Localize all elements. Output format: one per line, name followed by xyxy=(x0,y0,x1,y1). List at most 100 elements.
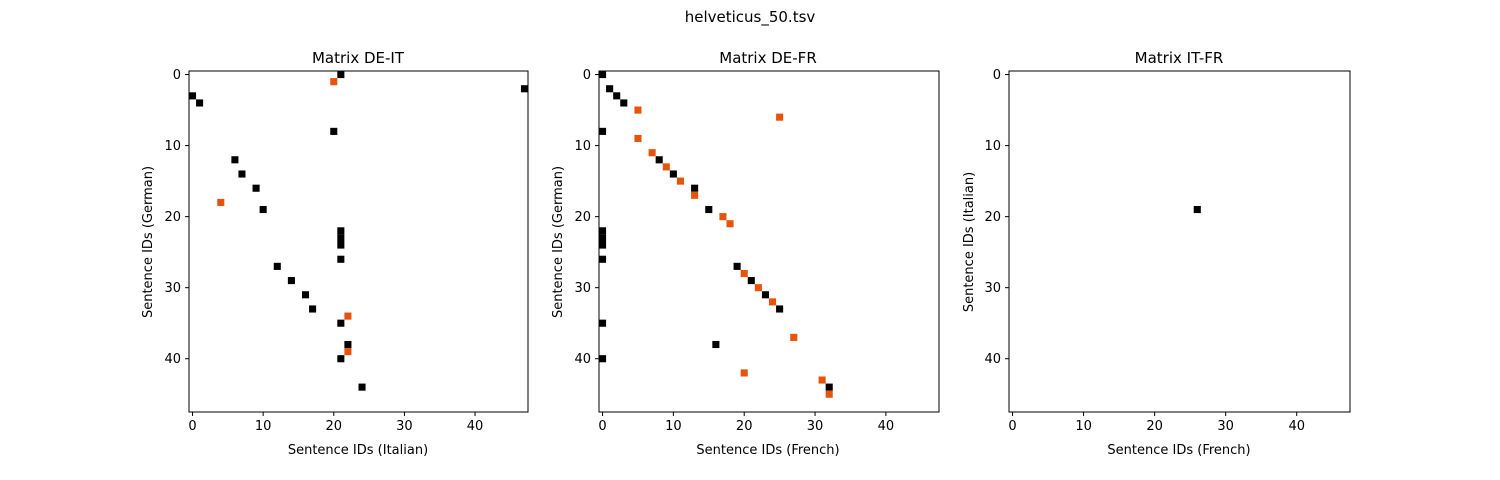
x-tick-label: 20 xyxy=(326,419,343,434)
cell-orange xyxy=(344,348,352,356)
cell-black xyxy=(520,85,528,93)
x-tick-label: 20 xyxy=(736,419,753,434)
cell-orange xyxy=(790,333,798,341)
cell-orange xyxy=(825,390,833,398)
panel-it-fr: Matrix IT-FR Sentence IDs (French) Sente… xyxy=(962,49,1351,458)
cell-black xyxy=(309,305,317,313)
cell-orange xyxy=(634,134,642,143)
cell-black xyxy=(196,99,204,107)
x-tick-label: 30 xyxy=(396,419,413,434)
cells xyxy=(599,71,833,398)
cell-black xyxy=(259,205,267,214)
cell-orange xyxy=(769,298,777,306)
cell-black xyxy=(613,92,621,100)
x-axis-label: Sentence IDs (Italian) xyxy=(288,443,428,458)
cell-black xyxy=(712,340,720,349)
x-tick-label: 0 xyxy=(1008,419,1016,434)
x-tick-label: 10 xyxy=(665,419,682,434)
cell-orange xyxy=(726,220,734,228)
cell-black xyxy=(189,92,197,100)
y-tick-label: 20 xyxy=(984,210,1001,225)
cell-orange xyxy=(648,149,656,157)
cell-black xyxy=(231,156,239,164)
cell-black xyxy=(655,156,663,164)
cell-orange xyxy=(740,369,748,377)
x-tick-label: 0 xyxy=(598,419,606,434)
axes-frame xyxy=(188,70,529,413)
cell-black xyxy=(599,319,607,327)
cell-orange xyxy=(754,284,762,292)
cell-black xyxy=(620,99,628,107)
panel-de-fr: Matrix DE-FR Sentence IDs (French) Sente… xyxy=(551,49,940,458)
cell-black xyxy=(1193,205,1201,214)
cell-black xyxy=(599,234,607,242)
cell-orange xyxy=(344,312,352,320)
cell-black xyxy=(606,85,614,93)
cell-black xyxy=(599,241,607,249)
y-tick-label: 20 xyxy=(574,210,591,225)
y-tick-label: 0 xyxy=(583,68,591,83)
x-axis-label: Sentence IDs (French) xyxy=(1107,443,1250,458)
cell-black xyxy=(344,340,352,349)
y-tick-label: 10 xyxy=(984,139,1001,154)
y-axis-label: Sentence IDs (Italian) xyxy=(962,172,977,312)
y-tick-label: 30 xyxy=(164,281,181,296)
cells xyxy=(1193,205,1201,214)
cell-orange xyxy=(217,198,225,206)
x-tick-label: 40 xyxy=(878,419,895,434)
cell-black xyxy=(747,277,755,285)
cell-black xyxy=(825,383,833,391)
axes-frame xyxy=(598,70,940,413)
cell-black xyxy=(761,291,769,299)
cell-black xyxy=(287,277,295,285)
cell-black xyxy=(599,71,607,79)
cell-black xyxy=(733,262,741,270)
cell-black xyxy=(599,355,607,363)
cell-black xyxy=(302,291,310,299)
y-tick-label: 10 xyxy=(164,139,181,154)
cell-orange xyxy=(676,177,684,185)
panel-title: Matrix DE-IT xyxy=(312,49,405,67)
y-tick-label: 30 xyxy=(574,281,591,296)
cell-black xyxy=(330,127,338,135)
cell-orange xyxy=(818,376,826,384)
y-tick-label: 40 xyxy=(984,352,1001,367)
cell-orange xyxy=(719,213,727,221)
y-axis-label: Sentence IDs (German) xyxy=(141,166,156,318)
cell-black xyxy=(776,305,784,313)
cell-black xyxy=(337,241,345,249)
x-tick-label: 40 xyxy=(1288,419,1305,434)
cell-orange xyxy=(330,78,338,86)
cell-black xyxy=(599,227,607,235)
cell-orange xyxy=(691,191,699,199)
y-tick-label: 10 xyxy=(574,139,591,154)
y-tick-label: 20 xyxy=(164,210,181,225)
x-tick-label: 10 xyxy=(255,419,272,434)
cell-orange xyxy=(740,269,748,278)
x-tick-label: 10 xyxy=(1075,419,1092,434)
y-tick-label: 0 xyxy=(993,68,1001,83)
y-tick-label: 0 xyxy=(173,68,181,83)
y-tick-label: 40 xyxy=(574,352,591,367)
cell-black xyxy=(599,255,607,263)
cell-black xyxy=(337,319,345,327)
axes-frame xyxy=(1008,70,1351,413)
x-tick-label: 20 xyxy=(1146,419,1163,434)
cell-black xyxy=(705,205,713,214)
cell-black xyxy=(337,227,345,235)
y-tick-label: 30 xyxy=(984,281,1001,296)
panel-title: Matrix IT-FR xyxy=(1135,49,1224,67)
cell-orange xyxy=(662,163,670,171)
cell-black xyxy=(691,184,699,192)
cell-black xyxy=(252,184,260,192)
cell-black xyxy=(337,71,345,79)
x-tick-label: 40 xyxy=(467,419,484,434)
y-axis-label: Sentence IDs (German) xyxy=(551,166,566,318)
x-tick-label: 30 xyxy=(1217,419,1234,434)
x-tick-label: 30 xyxy=(807,419,824,434)
x-axis-label: Sentence IDs (French) xyxy=(696,443,839,458)
cell-black xyxy=(599,127,607,135)
panel-title: Matrix DE-FR xyxy=(719,49,817,67)
cell-black xyxy=(358,383,366,391)
